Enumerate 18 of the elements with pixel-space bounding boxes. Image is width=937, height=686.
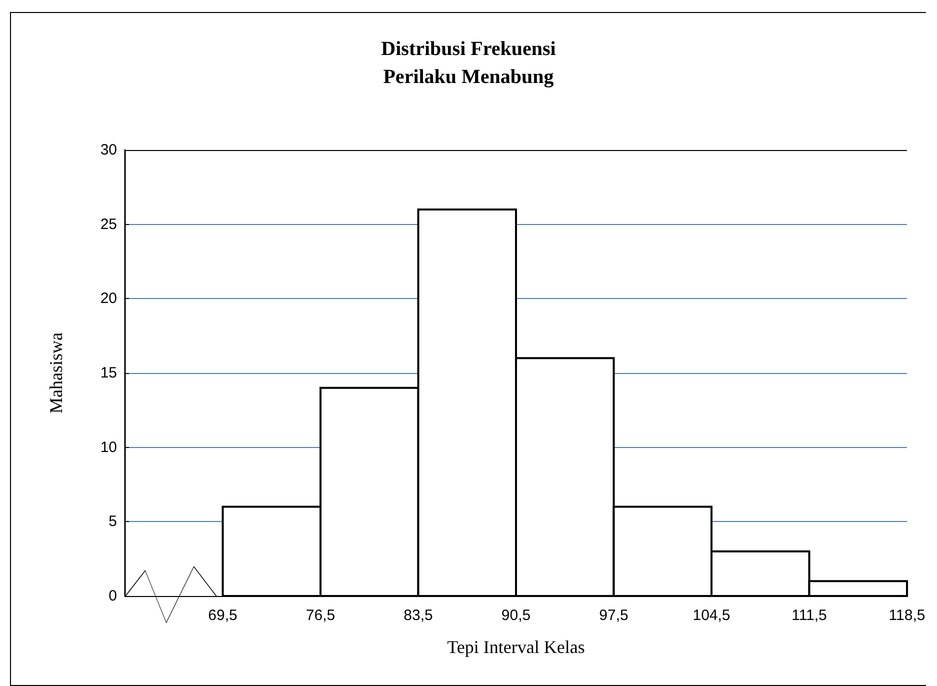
y-tick-label: 30 [100,142,117,158]
y-tick-label: 5 [108,513,117,530]
x-tick-label: 104,5 [692,607,730,624]
x-axis-title: Tepi Interval Kelas [447,637,585,657]
x-tick-label: 111,5 [792,607,827,624]
x-tick-label: 76,5 [306,607,336,624]
x-tick-label: 83,5 [404,607,433,624]
y-tick-label: 10 [100,438,117,456]
x-tick-label: 90,5 [501,607,531,624]
y-tick-label: 0 [108,588,117,604]
y-axis-title: Mahasiswa [46,332,66,414]
y-tick-label: 20 [100,290,117,308]
y-tick-label: 15 [100,364,117,382]
x-tick-label: 69,5 [208,607,238,624]
chart-title: Distribusi Frekuensi Perilaku Menabung [381,38,556,88]
x-tick-label: 97,5 [599,607,628,624]
y-tick-label: 25 [100,216,117,233]
x-tick-label: 118,5 [888,607,926,624]
